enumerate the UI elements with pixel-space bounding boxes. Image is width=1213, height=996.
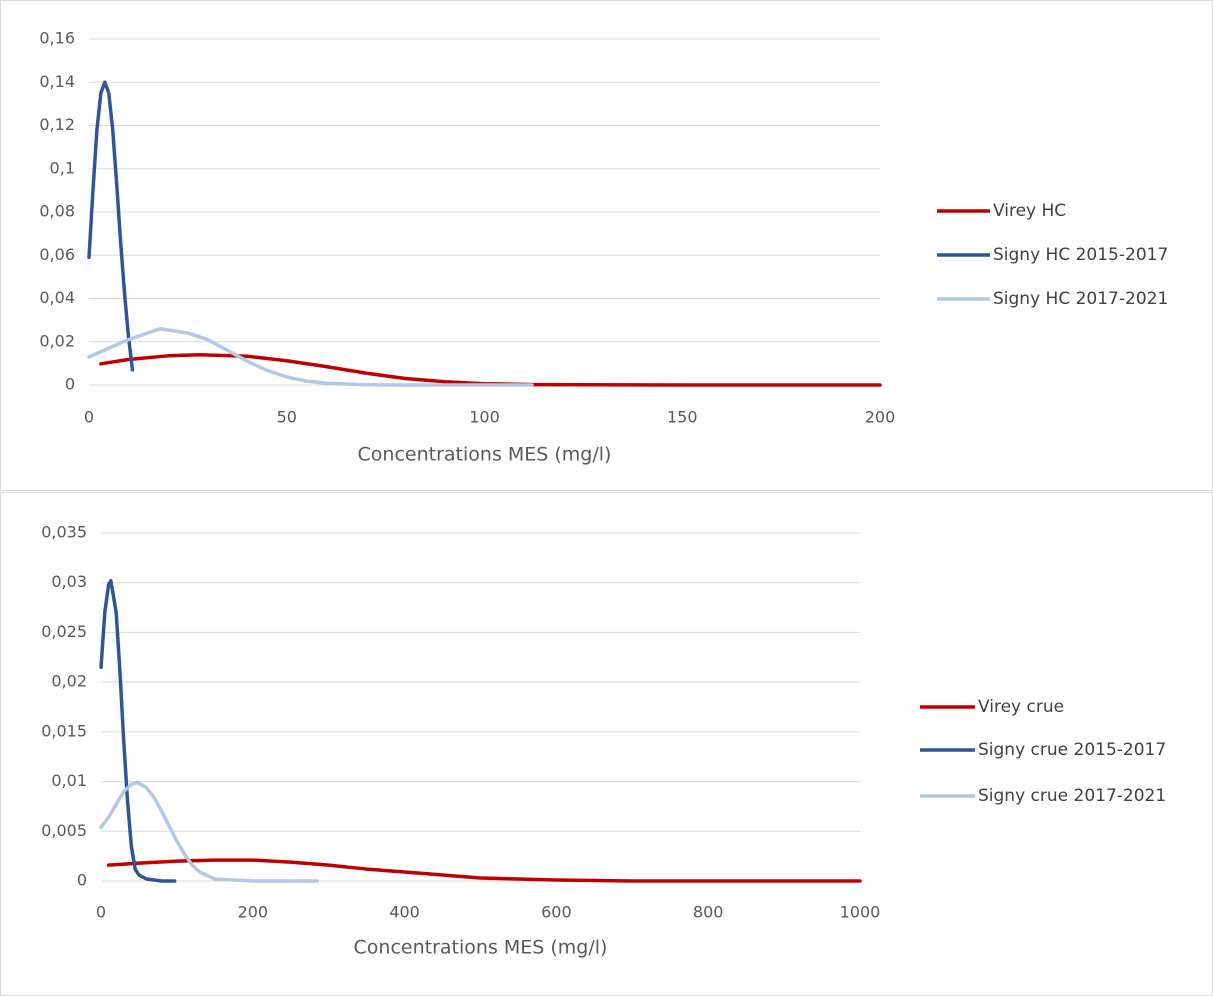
data-line xyxy=(99,780,320,883)
y-tick-label: 0,16 xyxy=(39,29,75,48)
y-tick-label: 0,06 xyxy=(39,245,75,264)
x-tick-label: 400 xyxy=(389,903,420,922)
data-line xyxy=(99,578,177,883)
legend-label: Signy crue 2017-2021 xyxy=(978,786,1166,806)
x-tick-label: 100 xyxy=(469,408,500,427)
legend-label: Virey HC xyxy=(993,201,1066,221)
data-line xyxy=(87,80,135,372)
y-tick-label: 0,02 xyxy=(39,331,75,350)
y-tick-label: 0,1 xyxy=(50,158,75,177)
y-tick-label: 0,015 xyxy=(41,721,87,740)
x-tick-label: 0 xyxy=(84,408,94,427)
x-tick-label: 200 xyxy=(865,408,896,427)
y-tick-label: 0,08 xyxy=(39,202,75,221)
x-tick-label: 1000 xyxy=(840,903,881,922)
legend-label: Signy crue 2015-2017 xyxy=(978,740,1166,760)
y-tick-label: 0,01 xyxy=(51,771,87,790)
data-line xyxy=(106,858,862,883)
x-axis-title: Concentrations MES (mg/l) xyxy=(358,444,612,466)
data-line xyxy=(99,352,882,387)
x-tick-label: 50 xyxy=(277,408,297,427)
y-tick-label: 0,12 xyxy=(39,115,75,134)
legend-label: Signy HC 2017-2021 xyxy=(993,289,1168,309)
y-tick-label: 0,025 xyxy=(41,622,87,641)
data-line xyxy=(87,327,534,387)
y-tick-label: 0,005 xyxy=(41,821,87,840)
y-tick-label: 0,04 xyxy=(39,288,75,307)
x-tick-label: 0 xyxy=(96,903,106,922)
y-tick-label: 0,03 xyxy=(51,572,87,591)
x-tick-label: 150 xyxy=(667,408,698,427)
y-tick-label: 0,14 xyxy=(39,72,75,91)
y-tick-label: 0,02 xyxy=(51,672,87,691)
y-tick-label: 0,035 xyxy=(41,523,87,542)
y-tick-label: 0 xyxy=(65,375,75,394)
x-tick-label: 600 xyxy=(541,903,572,922)
x-axis-title: Concentrations MES (mg/l) xyxy=(354,937,608,959)
x-tick-label: 800 xyxy=(693,903,724,922)
legend-label: Virey crue xyxy=(978,697,1064,717)
x-tick-label: 200 xyxy=(238,903,269,922)
legend-label: Signy HC 2015-2017 xyxy=(993,245,1168,265)
y-tick-label: 0 xyxy=(77,871,87,890)
